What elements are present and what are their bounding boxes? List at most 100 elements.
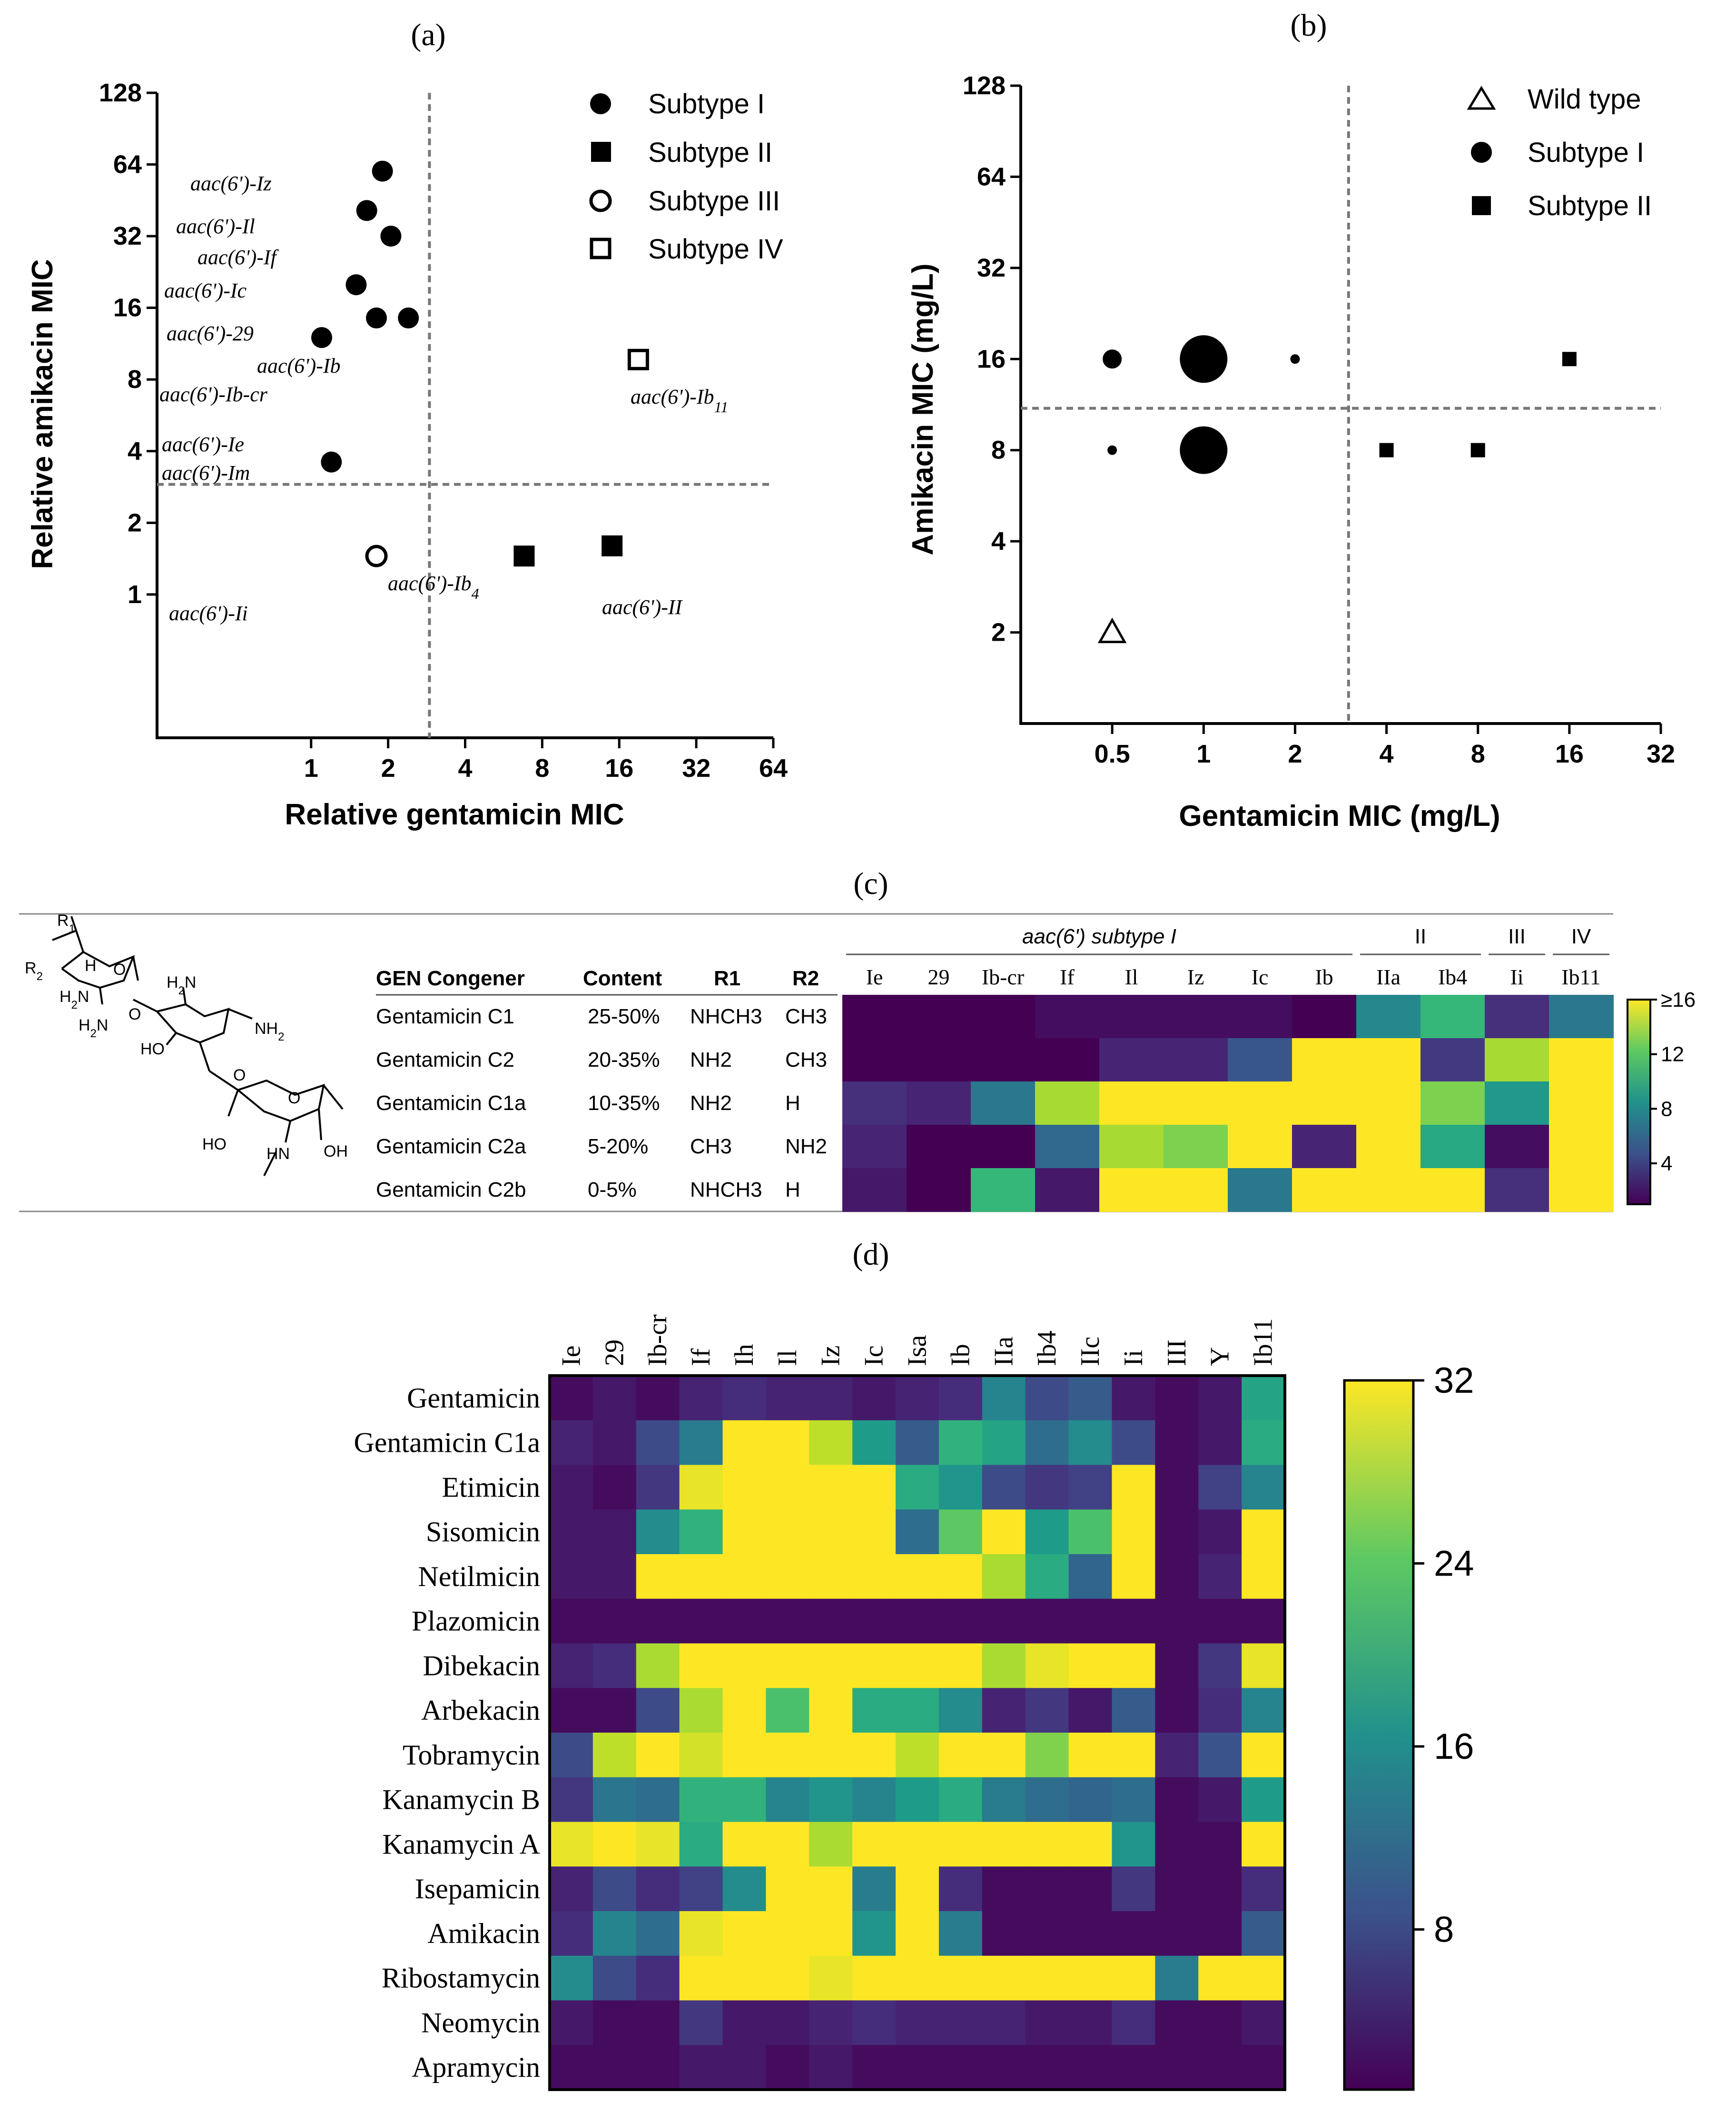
table-r1: CH3 — [690, 1135, 732, 1158]
heatmap-cell — [938, 2045, 983, 2090]
heatmap-cell — [1292, 1038, 1357, 1082]
heatmap-cell — [982, 1465, 1026, 1510]
heatmap-cell — [722, 1866, 767, 1912]
legend-a-marker-subtype-3 — [589, 189, 612, 212]
heatmap-cell — [1242, 2045, 1285, 2090]
heatmap-cell — [1112, 1643, 1156, 1689]
y-tick-label: 4 — [991, 527, 1006, 555]
heatmap-cell — [938, 1554, 983, 1599]
heatmap-cell — [1025, 1866, 1069, 1912]
heatmap-cell — [1198, 1955, 1243, 2001]
column-header: Ib11 — [1249, 1318, 1278, 1366]
table-content: 10-35% — [588, 1091, 660, 1115]
heatmap-cell — [1068, 1598, 1113, 1644]
heatmap-cell — [1198, 1643, 1243, 1689]
heatmap-cell — [1242, 1777, 1285, 1823]
x-tick-label: 2 — [381, 754, 395, 783]
heatmap-cell — [1155, 1911, 1199, 1956]
column-header: Ib — [946, 1344, 975, 1366]
heatmap-cell — [1242, 1643, 1285, 1689]
x-tick-label: 16 — [1555, 740, 1584, 768]
heatmap-cell — [636, 1688, 680, 1733]
heatmap-cell — [766, 1643, 810, 1689]
heatmap-cell — [1155, 1822, 1199, 1867]
heatmap-cell — [1549, 1125, 1614, 1169]
heatmap-cell — [809, 1955, 853, 2001]
chart-d-frame — [548, 1374, 1286, 2091]
table-content: 20-35% — [588, 1048, 660, 1071]
column-header: Ii — [1119, 1350, 1148, 1366]
data-point — [1470, 443, 1485, 457]
data-point — [1180, 426, 1228, 474]
heatmap-cell — [636, 1420, 680, 1466]
heatmap-cell — [809, 1554, 853, 1599]
heatmap-cell — [1198, 2000, 1243, 2046]
heatmap-cell — [896, 1554, 939, 1599]
table-r1: NH2 — [690, 1048, 732, 1071]
heatmap-cell — [852, 1822, 897, 1867]
row-header: Neomycin — [421, 2007, 540, 2038]
heatmap-cell — [766, 1911, 810, 1956]
structure-label-ho-1: HO — [140, 1040, 165, 1058]
heatmap-cell — [592, 2045, 637, 2090]
y-tick-label: 2 — [991, 618, 1006, 647]
heatmap-cell — [1099, 1168, 1164, 1212]
heatmap-cell — [1164, 1081, 1228, 1125]
structure-label-o4: O — [288, 1089, 300, 1107]
heatmap-cell — [1025, 1688, 1069, 1733]
heatmap-cell — [938, 1777, 983, 1823]
row-header: Plazomicin — [412, 1606, 540, 1637]
heatmap-cell — [1025, 1376, 1069, 1421]
heatmap-cell — [1068, 1866, 1113, 1912]
heatmap-cell — [1035, 1168, 1100, 1212]
heatmap-cell — [550, 1822, 593, 1867]
annotation-aac-ic: aac(6')-Ic — [164, 279, 247, 302]
table-header-content: Content — [583, 967, 662, 990]
heatmap-cell — [971, 1125, 1036, 1169]
heatmap-cell — [852, 1733, 897, 1778]
heatmap-cell — [592, 2000, 637, 2046]
y-tick-label: 128 — [963, 71, 1006, 100]
heatmap-cell — [982, 1376, 1026, 1421]
gentamicin-structure-labels: R1 R2 H O H2N H2N O H2N HO NH2 O HO HN O… — [25, 912, 348, 1163]
heatmap-cell — [1242, 2000, 1285, 2046]
heatmap-cell — [1068, 1465, 1113, 1510]
heatmap-cell — [809, 1509, 853, 1555]
column-header: IIa — [1376, 965, 1401, 989]
heatmap-cell — [1112, 1911, 1156, 1956]
heatmap-cell — [1112, 1733, 1156, 1778]
heatmap-cell — [1198, 1777, 1243, 1823]
heatmap-cell — [766, 2000, 810, 2046]
y-tick-label: 32 — [977, 254, 1006, 282]
heatmap-cell — [1112, 1777, 1156, 1823]
legend-a-subtype-3: Subtype III — [648, 186, 780, 217]
heatmap-cell — [636, 1955, 680, 2001]
column-header: Ic — [859, 1345, 889, 1366]
heatmap-cell — [766, 1376, 810, 1421]
heatmap-cell — [592, 1509, 637, 1555]
heatmap-cell — [938, 1465, 983, 1510]
chart-b-x-label: Gentamicin MIC (mg/L) — [1179, 800, 1500, 833]
heatmap-cell — [852, 2000, 897, 2046]
heatmap-cell — [1155, 1509, 1199, 1555]
heatmap-cell — [550, 2045, 593, 2090]
heatmap-cell — [809, 1376, 853, 1421]
heatmap-cell — [1198, 1733, 1243, 1778]
heatmap-cell — [592, 1643, 637, 1689]
heatmap-cell — [1155, 1955, 1199, 2001]
heatmap-cell — [1068, 1822, 1113, 1867]
table-r2: H — [785, 1091, 800, 1115]
table-congener-name: Gentamicin C2b — [376, 1178, 526, 1201]
chart-a: 1 2 4 8 16 32 64 1 2 4 8 16 32 64 128 Relative gentam… — [26, 79, 788, 831]
heatmap-cell — [842, 1125, 907, 1169]
heatmap-cell — [982, 1822, 1026, 1867]
chart-a-x-label: Relative gentamicin MIC — [285, 798, 624, 831]
table-congener-name: Gentamicin C2 — [376, 1048, 514, 1071]
row-header: Kanamycin A — [382, 1828, 540, 1860]
heatmap-cell — [809, 1866, 853, 1912]
data-point — [513, 545, 535, 567]
table-content: 5-20% — [588, 1135, 648, 1158]
heatmap-cell — [1228, 1081, 1292, 1125]
colorbar-tick-label: ≥16 — [1661, 988, 1696, 1011]
y-tick-label: 2 — [128, 508, 142, 537]
